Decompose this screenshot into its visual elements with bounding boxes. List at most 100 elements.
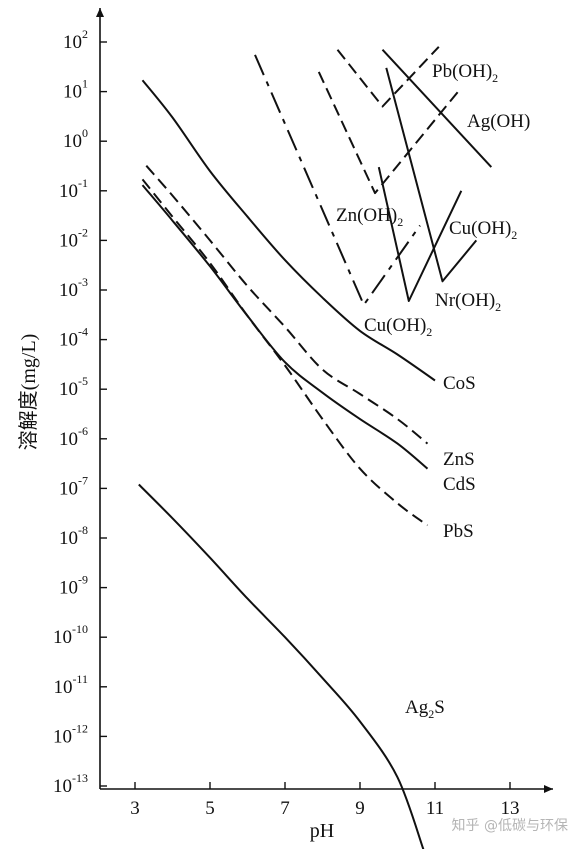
- curve-label-subscript: 2: [492, 71, 498, 85]
- y-tick-base: 10: [53, 677, 72, 698]
- y-tick-exponent: -2: [78, 225, 88, 239]
- x-tick-label: 7: [280, 798, 290, 819]
- y-tick-exponent: -4: [78, 325, 88, 339]
- y-tick-exponent: -1: [78, 176, 88, 190]
- y-tick-base: 10: [59, 379, 78, 400]
- curve-zn-oh2: [317, 71, 463, 195]
- y-tick-label: 10-11: [53, 672, 88, 698]
- curve-label-cu-oh2-b: Cu(OH)2: [449, 218, 517, 242]
- curve-ag2s: [138, 483, 425, 849]
- curve-label-text: Ag: [405, 697, 429, 718]
- y-tick-exponent: -12: [72, 721, 88, 735]
- y-tick-label: 10-4: [59, 325, 88, 351]
- curve-label-subscript: 2: [397, 215, 403, 229]
- y-tick-base: 10: [63, 32, 82, 53]
- x-tick-label: 9: [355, 798, 365, 819]
- y-tick-label: 10-2: [59, 225, 88, 251]
- x-axis-label: pH: [310, 820, 334, 842]
- y-tick-exponent: 1: [82, 77, 88, 91]
- curve-label-cds: CdS: [443, 474, 476, 495]
- curve-label-text: Cu(OH): [449, 218, 511, 239]
- curve-group: [138, 46, 493, 849]
- curve-label-tail: S: [434, 697, 445, 718]
- watermark: 知乎 @低碳与环保: [452, 817, 568, 834]
- y-tick-base: 10: [59, 280, 78, 301]
- y-tick-label: 10-5: [59, 374, 88, 400]
- y-tick-base: 10: [53, 627, 72, 648]
- y-tick-label: 10-12: [53, 721, 88, 747]
- x-tick-label: 5: [205, 798, 215, 819]
- curve-ni-oh2: [385, 67, 478, 283]
- y-tick-label: 10-7: [59, 473, 88, 499]
- curve-label-text: CdS: [443, 474, 476, 495]
- curve-label-zn-oh2: Zn(OH)2: [336, 205, 403, 229]
- curve-label-ni-oh2: Nr(OH)2: [435, 290, 501, 314]
- y-tick-exponent: -6: [78, 424, 88, 438]
- x-tick-group: 3 5 7 9 11 13: [130, 782, 520, 819]
- y-tick-base: 10: [63, 82, 82, 103]
- y-tick-label: 100: [63, 126, 88, 152]
- y-tick-exponent: -5: [78, 374, 88, 388]
- x-tick-label: 11: [426, 798, 444, 819]
- curve-cds: [141, 184, 429, 470]
- curve-label-subscript: 2: [495, 300, 501, 314]
- curve-label-text: Cu(OH): [364, 315, 426, 336]
- curve-cu-oh2-b: [377, 166, 463, 302]
- y-tick-base: 10: [53, 776, 72, 797]
- y-tick-base: 10: [53, 726, 72, 747]
- y-tick-exponent: 2: [82, 27, 88, 41]
- curve-zns: [145, 165, 429, 445]
- curve-label-text: Ag(OH): [467, 111, 530, 132]
- y-tick-label: 101: [63, 77, 88, 103]
- y-tick-exponent: -10: [72, 622, 88, 636]
- y-tick-exponent: -13: [72, 771, 88, 785]
- curve-label-text: PbS: [443, 521, 474, 542]
- y-tick-base: 10: [59, 578, 78, 599]
- y-tick-exponent: -11: [72, 672, 88, 686]
- y-tick-label: 10-10: [53, 622, 88, 648]
- x-tick-label: 3: [130, 798, 140, 819]
- y-tick-base: 10: [59, 181, 78, 202]
- y-tick-base: 10: [59, 429, 78, 450]
- curve-ag-oh: [381, 49, 493, 168]
- y-tick-label: 10-1: [59, 176, 88, 202]
- x-tick-label: 13: [501, 798, 520, 819]
- y-tick-base: 10: [59, 230, 78, 251]
- curve-label-subscript: 2: [428, 707, 434, 721]
- y-tick-exponent: -9: [78, 573, 88, 587]
- y-tick-group: 10210110010-110-210-310-410-510-610-710-…: [53, 27, 107, 797]
- y-tick-label: 10-3: [59, 275, 88, 301]
- y-tick-label: 10-6: [59, 424, 88, 450]
- curve-label-cu-oh2-a: Cu(OH)2: [364, 315, 432, 339]
- y-tick-exponent: -7: [78, 473, 88, 487]
- y-tick-base: 10: [59, 330, 78, 351]
- y-tick-base: 10: [59, 478, 78, 499]
- curve-label-text: CoS: [443, 373, 476, 394]
- y-tick-exponent: -8: [78, 523, 88, 537]
- curve-label-cos: CoS: [443, 373, 476, 394]
- curve-label-text: Zn(OH): [336, 205, 397, 226]
- y-tick-label: 10-8: [59, 523, 88, 549]
- curve-label-subscript: 2: [511, 228, 517, 242]
- curve-label-pbs: PbS: [443, 521, 474, 542]
- curve-label-text: ZnS: [443, 449, 475, 470]
- y-axis-label: 溶解度(mg/L): [17, 334, 40, 451]
- curve-label-group: CoSZnSCdSPbSAg2SPb(OH)2Ag(OH)Zn(OH)2Cu(O…: [336, 61, 530, 721]
- curve-pbs: [141, 178, 429, 527]
- curve-label-subscript: 2: [426, 325, 432, 339]
- curve-cu-oh2-a: [254, 54, 421, 306]
- curve-pb-oh2: [336, 46, 440, 108]
- curve-label-text: Nr(OH): [435, 290, 495, 311]
- curve-label-ag-oh: Ag(OH): [467, 111, 530, 132]
- curve-label-zns: ZnS: [443, 449, 475, 470]
- curve-label-pb-oh2: Pb(OH)2: [432, 61, 498, 85]
- y-tick-label: 102: [63, 27, 88, 53]
- curve-label-text: Pb(OH): [432, 61, 492, 82]
- y-tick-label: 10-13: [53, 771, 88, 797]
- y-tick-exponent: 0: [82, 126, 88, 140]
- curve-cos: [141, 79, 436, 382]
- y-tick-exponent: -3: [78, 275, 88, 289]
- y-tick-base: 10: [59, 528, 78, 549]
- curve-label-ag2s: Ag2S: [405, 697, 445, 721]
